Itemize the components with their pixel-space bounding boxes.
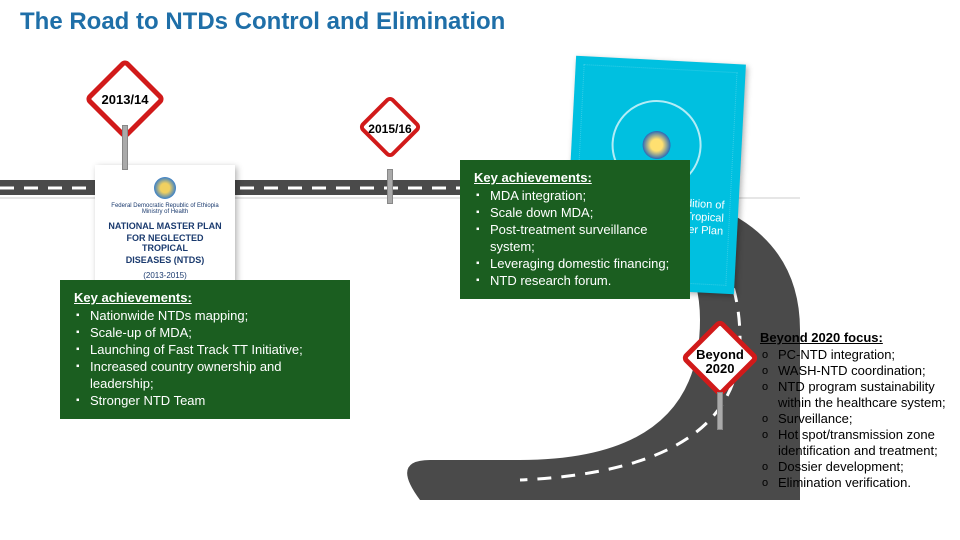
achievements-list: MDA integration; Scale down MDA; Post-tr… <box>474 187 676 289</box>
list-item: Nationwide NTDs mapping; <box>74 307 336 324</box>
list-item: Leveraging domestic financing; <box>474 255 676 272</box>
sign-pole <box>717 392 723 430</box>
achievements-box-2015: Key achievements: MDA integration; Scale… <box>460 160 690 299</box>
box-header: Key achievements: <box>74 290 336 305</box>
ethiopia-emblem-icon <box>154 177 176 199</box>
list-item: Dossier development; <box>760 459 960 475</box>
list-item: Increased country ownership and leadersh… <box>74 358 336 392</box>
beyond-2020-focus: Beyond 2020 focus: PC-NTD integration; W… <box>760 330 960 491</box>
list-item: Launching of Fast Track TT Initiative; <box>74 341 336 358</box>
doc1-title-2: FOR NEGLECTED TROPICAL <box>103 233 227 253</box>
beyond-header: Beyond 2020 focus: <box>760 330 960 345</box>
list-item: Surveillance; <box>760 411 960 427</box>
milestone-sign-beyond-2020: Beyond 2020 <box>675 330 765 430</box>
list-item: Scale down MDA; <box>474 204 676 221</box>
milestone-sign-2015: 2015/16 <box>345 104 435 204</box>
doc1-year: (2013-2015) <box>103 271 227 280</box>
milestone-sign-2013: 2013/14 <box>80 70 170 170</box>
sign-label: Beyond 2020 <box>675 348 765 376</box>
list-item: WASH-NTD coordination; <box>760 363 960 379</box>
sign-label: 2013/14 <box>80 92 170 107</box>
list-item: Post-treatment surveillance system; <box>474 221 676 255</box>
doc1-title-1: NATIONAL MASTER PLAN <box>103 221 227 231</box>
ethiopia-seal-icon <box>642 130 671 159</box>
list-item: NTD research forum. <box>474 272 676 289</box>
doc1-title-3: DISEASES (NTDS) <box>103 255 227 265</box>
beyond-list: PC-NTD integration; WASH-NTD coordinatio… <box>760 347 960 491</box>
doc1-org2: Ministry of Health <box>103 209 227 215</box>
list-item: Scale-up of MDA; <box>74 324 336 341</box>
achievements-list: Nationwide NTDs mapping; Scale-up of MDA… <box>74 307 336 409</box>
achievements-box-2013: Key achievements: Nationwide NTDs mappin… <box>60 280 350 419</box>
sign-label: 2015/16 <box>345 122 435 136</box>
list-item: Stronger NTD Team <box>74 392 336 409</box>
list-item: MDA integration; <box>474 187 676 204</box>
list-item: Hot spot/transmission zone identificatio… <box>760 427 960 459</box>
sign-pole <box>122 125 128 170</box>
list-item: PC-NTD integration; <box>760 347 960 363</box>
sign-pole <box>387 169 393 204</box>
list-item: Elimination verification. <box>760 475 960 491</box>
list-item: NTD program sustainability within the he… <box>760 379 960 411</box>
page-title: The Road to NTDs Control and Elimination <box>20 8 505 36</box>
box-header: Key achievements: <box>474 170 676 185</box>
